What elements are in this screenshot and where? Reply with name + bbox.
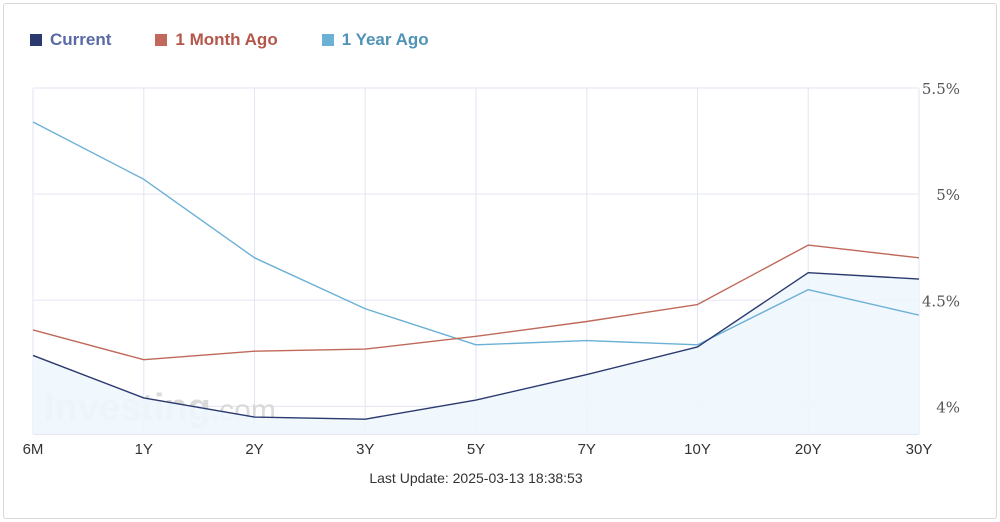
x-tick-label-30y: 30Y xyxy=(906,441,933,458)
legend-item-1-year-ago[interactable]: 1 Year Ago xyxy=(321,30,429,50)
last-update-text: Last Update: 2025-03-13 18:38:53 xyxy=(369,470,583,486)
legend-item-1-month-ago[interactable]: 1 Month Ago xyxy=(155,30,278,50)
y-tick-label-3: 5.5% xyxy=(922,80,960,98)
legend-label-1-month-ago: 1 Month Ago xyxy=(175,30,278,49)
series-line-1-year-ago xyxy=(32,121,920,346)
x-tick-label-3y: 3Y xyxy=(356,441,374,458)
x-tick-label-20y: 20Y xyxy=(795,441,822,458)
x-tick-label-1y: 1Y xyxy=(135,441,153,458)
legend-swatch-current xyxy=(30,34,42,46)
y-axis: 4% 4.5% 5% 5.5% xyxy=(922,80,960,416)
series-line-current xyxy=(32,271,920,420)
legend-swatch-1-month-ago xyxy=(155,34,168,46)
x-tick-label-6m: 6M xyxy=(23,441,44,458)
y-tick-label-1: 4.5% xyxy=(922,292,960,310)
y-tick-label-2: 5% xyxy=(936,186,960,204)
series-line-1-month-ago xyxy=(32,244,920,361)
x-axis: 6M 1Y 2Y 3Y 5Y 7Y 10Y 20Y 30Y xyxy=(23,441,933,458)
x-tick-label-10y: 10Y xyxy=(684,441,711,458)
legend-label-1-year-ago: 1 Year Ago xyxy=(341,30,429,49)
chart-series xyxy=(32,121,920,434)
x-tick-label-5y: 5Y xyxy=(467,441,485,458)
legend-swatch-1-year-ago xyxy=(321,34,334,46)
x-tick-label-2y: 2Y xyxy=(245,441,263,458)
y-tick-label-0: 4% xyxy=(936,398,960,416)
series-area-0 xyxy=(33,272,919,434)
x-tick-label-7y: 7Y xyxy=(578,441,596,458)
legend-item-current[interactable]: Current xyxy=(30,30,111,50)
chart-legend: Current 1 Month Ago 1 Year Ago xyxy=(30,30,473,50)
legend-label-current: Current xyxy=(50,30,112,49)
